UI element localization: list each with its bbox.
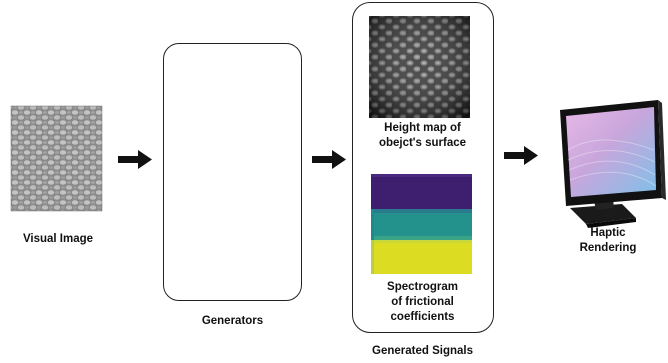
arrow-right-icon	[504, 146, 538, 165]
haptic-display-icon	[560, 100, 666, 228]
haptic-rendering-label: Haptic Rendering	[579, 227, 637, 254]
generated-signals-label: Generated Signals	[372, 345, 473, 357]
height-map-image	[369, 16, 470, 118]
visual-image	[10, 105, 103, 212]
generators-label: Generators	[201, 315, 264, 327]
height-map-caption: Height map of obejct's surface	[378, 122, 467, 149]
spectrogram-caption: Spectrogram of frictional coefficients	[387, 281, 458, 323]
generated-signals-panel	[352, 2, 494, 333]
generators-panel	[163, 43, 302, 301]
visual-image-label: Visual Image	[22, 233, 94, 245]
spectrogram-image	[371, 174, 472, 274]
arrow-right-icon	[118, 150, 152, 169]
arrow-right-icon	[312, 150, 346, 169]
